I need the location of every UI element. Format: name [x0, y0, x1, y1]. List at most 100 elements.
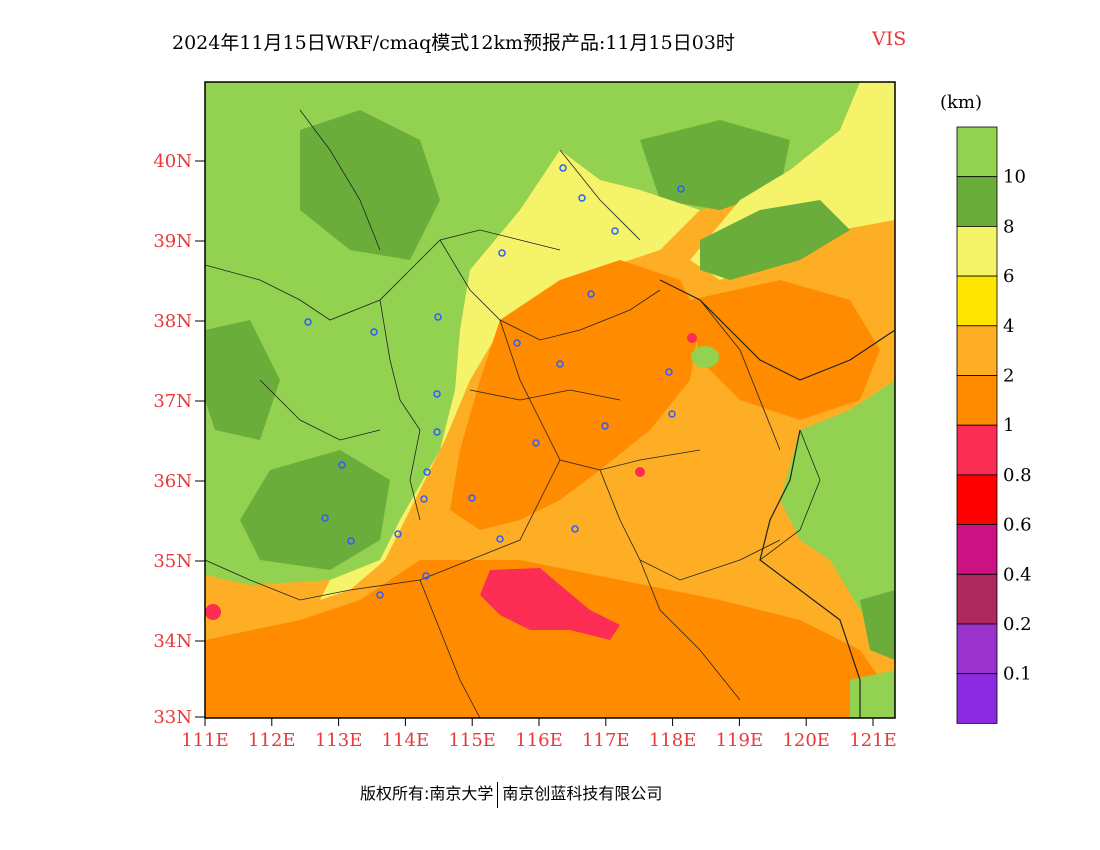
- footer: 版权所有:南京大学 南京创蓝科技有限公司: [360, 780, 662, 808]
- colorbar-swatch: [956, 176, 998, 227]
- region-darkgreen-bohai: [700, 200, 850, 280]
- lat-label: 36N: [153, 471, 192, 492]
- region-green-east: [780, 380, 895, 640]
- city-marker: [677, 185, 685, 193]
- boundaries: [205, 109, 821, 718]
- colorbar-swatch: [956, 474, 998, 525]
- colorbar-swatch: [956, 126, 998, 178]
- lon-label: 117E: [582, 730, 630, 751]
- region-yellow-band: [320, 150, 700, 600]
- colorbar-swatch: [956, 275, 998, 327]
- city-marker: [347, 537, 355, 545]
- colorbar-label: 8: [1003, 216, 1014, 237]
- colorbar-label: 2: [1003, 366, 1014, 387]
- city-marker: [513, 339, 521, 347]
- colorbar-label: 0.8: [1003, 465, 1032, 486]
- city-marker: [433, 390, 441, 398]
- region-orange-center: [450, 260, 700, 530]
- lat-label: 38N: [153, 311, 192, 332]
- colorbar-swatch: [956, 524, 998, 575]
- city-marker: [370, 328, 378, 336]
- city-marker: [394, 530, 402, 538]
- city-marker: [423, 468, 431, 476]
- city-marker: [434, 313, 442, 321]
- region-green-west: [205, 82, 560, 585]
- region-orange-east: [690, 280, 880, 420]
- map-frame: [204, 81, 896, 719]
- city-marker: [611, 227, 619, 235]
- city-marker: [433, 428, 441, 436]
- city-marker: [422, 572, 430, 580]
- lon-label: 120E: [782, 730, 830, 751]
- region-darkgreen-north: [640, 120, 790, 210]
- lon-label: 119E: [716, 730, 764, 751]
- lon-label: 114E: [382, 730, 430, 751]
- company-text: 南京创蓝科技有限公司: [502, 784, 663, 803]
- region-red-dot-east: [687, 333, 697, 343]
- city-marker: [420, 495, 428, 503]
- region-darkgreen-west2: [240, 450, 390, 570]
- lon-label: 121E: [849, 730, 897, 751]
- footer-divider: [497, 781, 499, 808]
- lat-label: 39N: [153, 231, 192, 252]
- region-red-dot-mid: [635, 467, 645, 477]
- city-marker: [556, 360, 564, 368]
- city-marker: [532, 439, 540, 447]
- region-darkgreen-west3: [205, 320, 280, 440]
- colorbar-label: 6: [1003, 266, 1014, 287]
- lon-label: 113E: [315, 730, 363, 751]
- colorbar-swatch: [956, 424, 998, 476]
- lat-label: 33N: [153, 707, 192, 728]
- colorbar-label: 1: [1003, 415, 1014, 436]
- region-green-southeast: [850, 670, 895, 718]
- colorbar-label: 0.6: [1003, 515, 1032, 536]
- city-marker: [304, 318, 312, 326]
- city-marker: [571, 525, 579, 533]
- city-marker: [338, 461, 346, 469]
- region-green-islet: [691, 346, 719, 368]
- city-marker: [665, 368, 673, 376]
- city-marker: [321, 514, 329, 522]
- title-main: 2024年11月15日WRF/cmaq模式12km预报产品:11月15日03时: [172, 32, 735, 54]
- city-marker: [468, 494, 476, 502]
- region-red-patch: [480, 568, 620, 640]
- colorbar-swatch: [956, 673, 998, 724]
- lat-label: 34N: [153, 631, 192, 652]
- city-marker: [601, 422, 609, 430]
- colorbar-swatch: [956, 325, 998, 376]
- city-marker: [587, 290, 595, 298]
- lon-label: 115E: [448, 730, 496, 751]
- city-marker: [668, 410, 676, 418]
- colorbar-label: 0.1: [1003, 664, 1032, 685]
- lon-labels: 111E 112E 113E 114E 115E 116E 117E 118E 119E 120E…: [181, 730, 897, 751]
- colorbar-unit: (km): [940, 92, 982, 113]
- colorbar-swatch: [956, 225, 998, 277]
- colorbar-swatch: [956, 573, 998, 625]
- map-fill: [205, 82, 895, 718]
- colorbar-swatch: [956, 623, 998, 675]
- lon-label: 118E: [649, 730, 697, 751]
- city-marker: [578, 194, 586, 202]
- lat-label: 35N: [153, 551, 192, 572]
- city-marker: [496, 535, 504, 543]
- axis-ticks: [195, 160, 874, 726]
- city-markers: [304, 164, 685, 599]
- region-darkgreen-west: [300, 110, 440, 260]
- colorbar-label: 0.4: [1003, 564, 1032, 585]
- colorbar-label: 4: [1003, 316, 1014, 337]
- city-marker: [498, 249, 506, 257]
- lat-label: 37N: [153, 391, 192, 412]
- lat-label: 40N: [153, 151, 192, 172]
- title-variable: VIS: [872, 28, 907, 50]
- colorbar-label: 0.2: [1003, 614, 1032, 635]
- city-marker: [376, 591, 384, 599]
- colorbar: 10 8 6 4 2 1 0.8 0.6 0.4 0.2 0.1: [956, 126, 1032, 724]
- colorbar-label: 10: [1003, 167, 1026, 188]
- colorbar-swatch: [956, 375, 998, 426]
- lat-labels: 40N 39N 38N 37N 36N 35N 34N 33N: [153, 151, 192, 728]
- region-red-dot-west: [205, 604, 221, 620]
- lon-label: 111E: [181, 730, 229, 751]
- lon-label: 112E: [248, 730, 296, 751]
- city-marker: [559, 164, 567, 172]
